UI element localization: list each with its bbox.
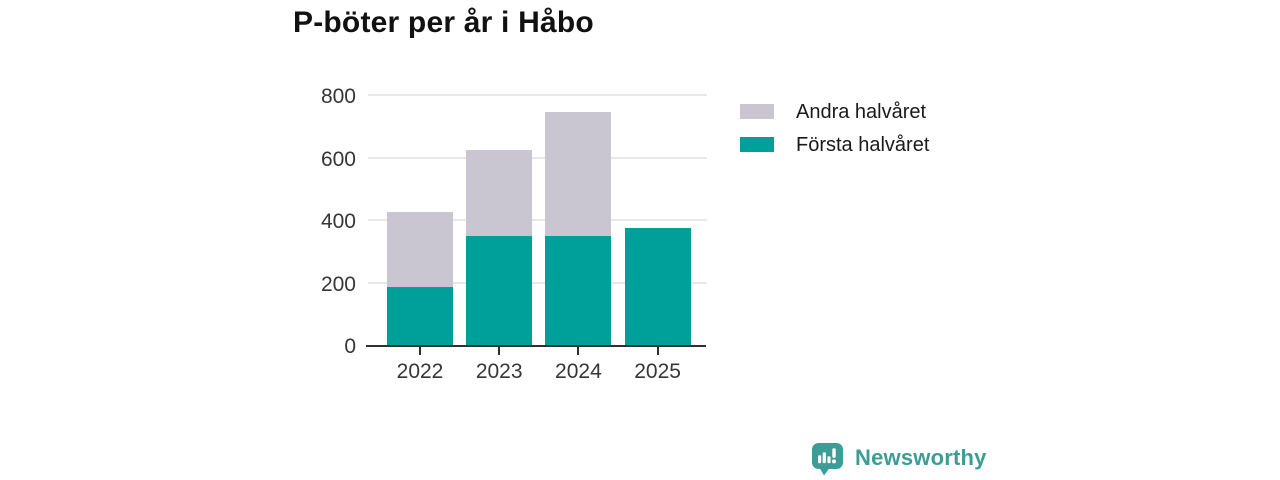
x-tick-2022 bbox=[419, 347, 421, 355]
gridline-600 bbox=[368, 156, 707, 159]
x-tick-2023 bbox=[498, 347, 501, 355]
x-tick-label: 2022 bbox=[396, 360, 444, 383]
plot-area bbox=[366, 94, 707, 355]
newsworthy-logo-icon bbox=[812, 443, 843, 476]
legend-swatch bbox=[740, 137, 774, 152]
bar-2022-Andra halvåret bbox=[387, 212, 453, 288]
bar-2025-Första halvåret bbox=[624, 227, 691, 345]
x-tick-label: 2024 bbox=[555, 360, 602, 383]
y-tick-label: 400 bbox=[320, 210, 356, 233]
y-tick-label: 0 bbox=[344, 335, 356, 358]
legend: Andra halvåret Första halvåret bbox=[740, 100, 929, 166]
newsworthy-branding: Newsworthy bbox=[812, 443, 987, 476]
x-tick-label: 2023 bbox=[475, 360, 523, 383]
legend-swatch bbox=[740, 104, 774, 119]
y-tick-label: 600 bbox=[320, 147, 356, 171]
newsworthy-logo-text: Newsworthy bbox=[855, 445, 987, 470]
gridline-200 bbox=[368, 281, 707, 284]
y-tick-label: 800 bbox=[320, 85, 356, 108]
x-tick-2024 bbox=[577, 347, 580, 355]
legend-label: Andra halvåret bbox=[796, 101, 927, 123]
bar-2024-Andra halvåret bbox=[545, 112, 612, 236]
x-axis-labels: 2022 2023 2024 2025 bbox=[366, 360, 706, 386]
bar-2023-Första halvåret bbox=[466, 235, 533, 345]
legend-label: Första halvåret bbox=[796, 134, 930, 156]
gridline-800 bbox=[368, 94, 707, 96]
gridline-400 bbox=[368, 219, 707, 221]
legend-item: Andra halvåret bbox=[740, 100, 929, 124]
chart-title: P-böter per år i Håbo bbox=[293, 6, 594, 39]
y-tick-label: 200 bbox=[320, 272, 356, 296]
legend-item: Första halvåret bbox=[740, 133, 929, 157]
y-axis-labels: 0 200 400 600 800 bbox=[280, 86, 356, 358]
bar-2022-Första halvåret bbox=[387, 287, 453, 345]
x-tick-2025 bbox=[656, 347, 659, 355]
bar-2023-Andra halvåret bbox=[466, 149, 533, 236]
bar-2024-Första halvåret bbox=[545, 235, 612, 345]
x-tick-label: 2025 bbox=[634, 360, 681, 383]
